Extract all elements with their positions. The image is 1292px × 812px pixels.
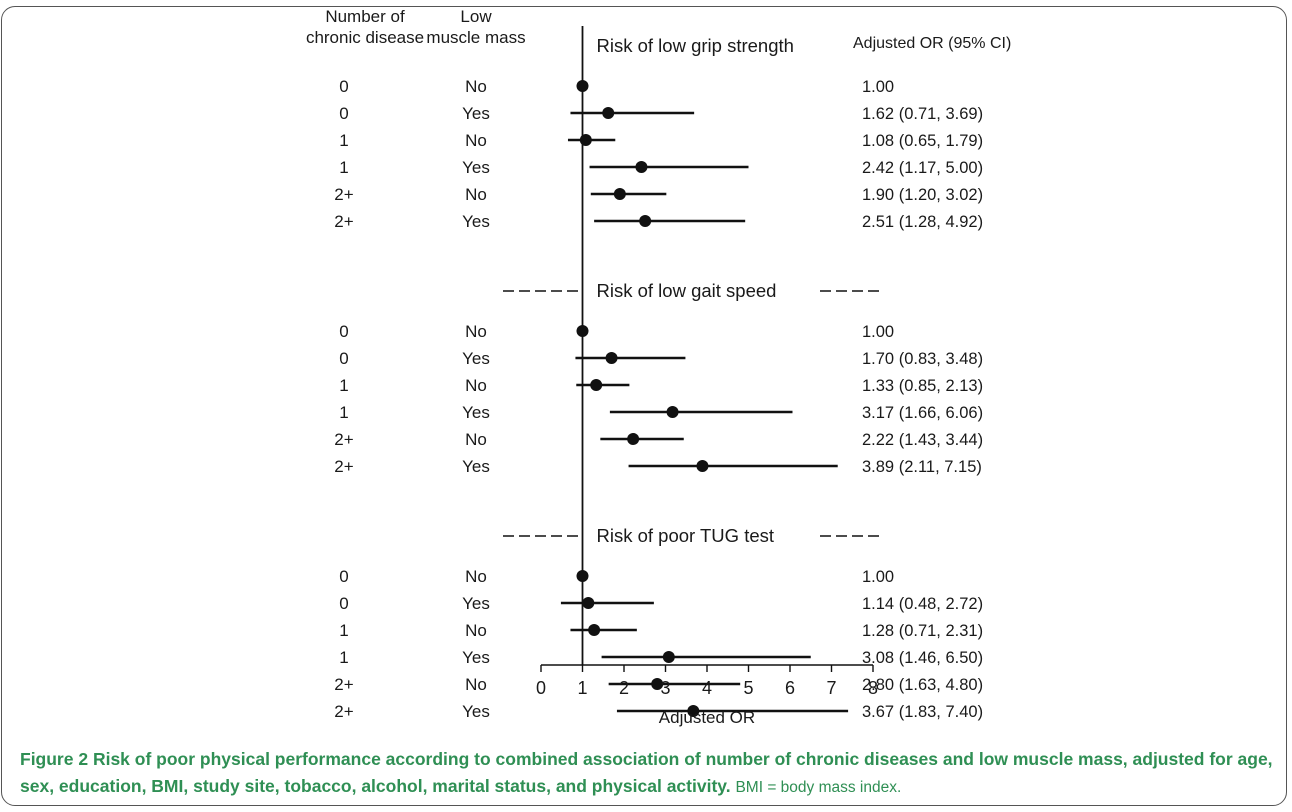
or-ci-label: 1.00 (862, 323, 894, 341)
row-chronic-disease: 2+ (334, 212, 353, 231)
row-low-muscle-mass: Yes (462, 702, 490, 721)
row-low-muscle-mass: No (465, 675, 487, 694)
point-estimate (639, 215, 652, 227)
row-low-muscle-mass: Yes (462, 648, 490, 667)
or-ci-label: 1.08 (0.65, 1.79) (862, 132, 983, 150)
row-low-muscle-mass: Yes (462, 349, 490, 368)
or-ci-label: 3.67 (1.83, 7.40) (862, 703, 983, 721)
x-tick-label: 7 (826, 678, 836, 698)
figure-frame (1, 6, 1287, 806)
row-chronic-disease: 0 (339, 104, 348, 123)
row-chronic-disease: 1 (339, 648, 348, 667)
point-estimate (576, 80, 589, 92)
x-tick-label: 6 (785, 678, 795, 698)
row-low-muscle-mass: No (465, 621, 487, 640)
row-chronic-disease: 1 (339, 403, 348, 422)
x-tick-label: 8 (868, 678, 878, 698)
panel-title: Risk of poor TUG test (597, 525, 775, 546)
row-chronic-disease: 0 (339, 567, 348, 586)
x-tick-label: 1 (577, 678, 587, 698)
header-low-muscle-mass: Low (460, 7, 492, 26)
or-ci-label: 3.89 (2.11, 7.15) (862, 458, 982, 476)
x-tick-label: 2 (619, 678, 629, 698)
row-low-muscle-mass: No (465, 430, 487, 449)
figure-caption: Figure 2 Risk of poor physical performan… (20, 746, 1275, 801)
point-estimate (613, 188, 626, 200)
point-estimate (627, 433, 640, 445)
x-tick-label: 0 (536, 678, 546, 698)
caption-title: Risk of poor physical performance accord… (20, 749, 1273, 796)
row-low-muscle-mass: No (465, 322, 487, 341)
row-chronic-disease: 2+ (334, 185, 353, 204)
row-chronic-disease: 0 (339, 594, 348, 613)
point-estimate (651, 678, 664, 690)
point-estimate (696, 460, 709, 472)
point-estimate (576, 570, 589, 582)
or-ci-label: 3.17 (1.66, 6.06) (862, 404, 983, 422)
caption-figure-label: Figure 2 (20, 749, 89, 769)
row-chronic-disease: 2+ (334, 675, 353, 694)
x-tick-label: 3 (660, 678, 670, 698)
panel-title: Risk of low grip strength (597, 35, 794, 56)
row-chronic-disease: 1 (339, 376, 348, 395)
point-estimate (602, 107, 615, 119)
row-chronic-disease: 0 (339, 77, 348, 96)
or-ci-label: 1.14 (0.48, 2.72) (862, 595, 983, 613)
or-ci-label: 1.70 (0.83, 3.48) (862, 350, 983, 368)
or-ci-label: 1.90 (1.20, 3.02) (862, 186, 983, 204)
x-axis-label: Adjusted OR (659, 708, 755, 727)
row-low-muscle-mass: Yes (462, 403, 490, 422)
or-ci-label: 2.51 (1.28, 4.92) (862, 213, 983, 231)
point-estimate (635, 161, 648, 173)
row-low-muscle-mass: No (465, 131, 487, 150)
or-ci-label: 2.42 (1.17, 5.00) (862, 159, 983, 177)
x-tick-label: 5 (743, 678, 753, 698)
row-low-muscle-mass: No (465, 376, 487, 395)
row-chronic-disease: 1 (339, 158, 348, 177)
row-low-muscle-mass: No (465, 567, 487, 586)
row-low-muscle-mass: Yes (462, 457, 490, 476)
row-chronic-disease: 1 (339, 621, 348, 640)
row-low-muscle-mass: Yes (462, 212, 490, 231)
forest-plot: Number of chronic disease Low muscle mass Ad… (306, 7, 1011, 727)
or-ci-label: 1.33 (0.85, 2.13) (862, 377, 983, 395)
header-adjusted-or-ci: Adjusted OR (95% CI) (853, 35, 1011, 52)
point-estimate (588, 624, 601, 636)
row-chronic-disease: 0 (339, 322, 348, 341)
header-chronic-disease: Number of (325, 7, 405, 26)
panel-title: Risk of low gait speed (597, 280, 777, 301)
caption-note: BMI = body mass index. (735, 779, 902, 796)
point-estimate (582, 597, 595, 609)
point-estimate (666, 406, 679, 418)
or-ci-label: 1.00 (862, 78, 894, 96)
row-chronic-disease: 2+ (334, 457, 353, 476)
row-low-muscle-mass: No (465, 77, 487, 96)
x-tick-label: 4 (702, 678, 712, 698)
row-chronic-disease: 1 (339, 131, 348, 150)
or-ci-label: 1.00 (862, 568, 894, 586)
row-low-muscle-mass: Yes (462, 594, 490, 613)
or-ci-label: 2.80 (1.63, 4.80) (862, 676, 983, 694)
or-ci-label: 1.28 (0.71, 2.31) (862, 622, 983, 640)
point-estimate (590, 379, 603, 391)
or-ci-label: 3.08 (1.46, 6.50) (862, 649, 983, 667)
point-estimate (576, 325, 589, 337)
or-ci-label: 2.22 (1.43, 3.44) (862, 431, 983, 449)
or-ci-label: 1.62 (0.71, 3.69) (862, 105, 983, 123)
row-chronic-disease: 2+ (334, 430, 353, 449)
point-estimate (687, 705, 700, 717)
header-chronic-disease: chronic disease (306, 28, 424, 47)
row-chronic-disease: 0 (339, 349, 348, 368)
point-estimate (662, 651, 675, 663)
row-chronic-disease: 2+ (334, 702, 353, 721)
row-low-muscle-mass: No (465, 185, 487, 204)
point-estimate (579, 134, 592, 146)
point-estimate (605, 352, 618, 364)
row-low-muscle-mass: Yes (462, 104, 490, 123)
header-low-muscle-mass: muscle mass (426, 28, 525, 47)
row-low-muscle-mass: Yes (462, 158, 490, 177)
